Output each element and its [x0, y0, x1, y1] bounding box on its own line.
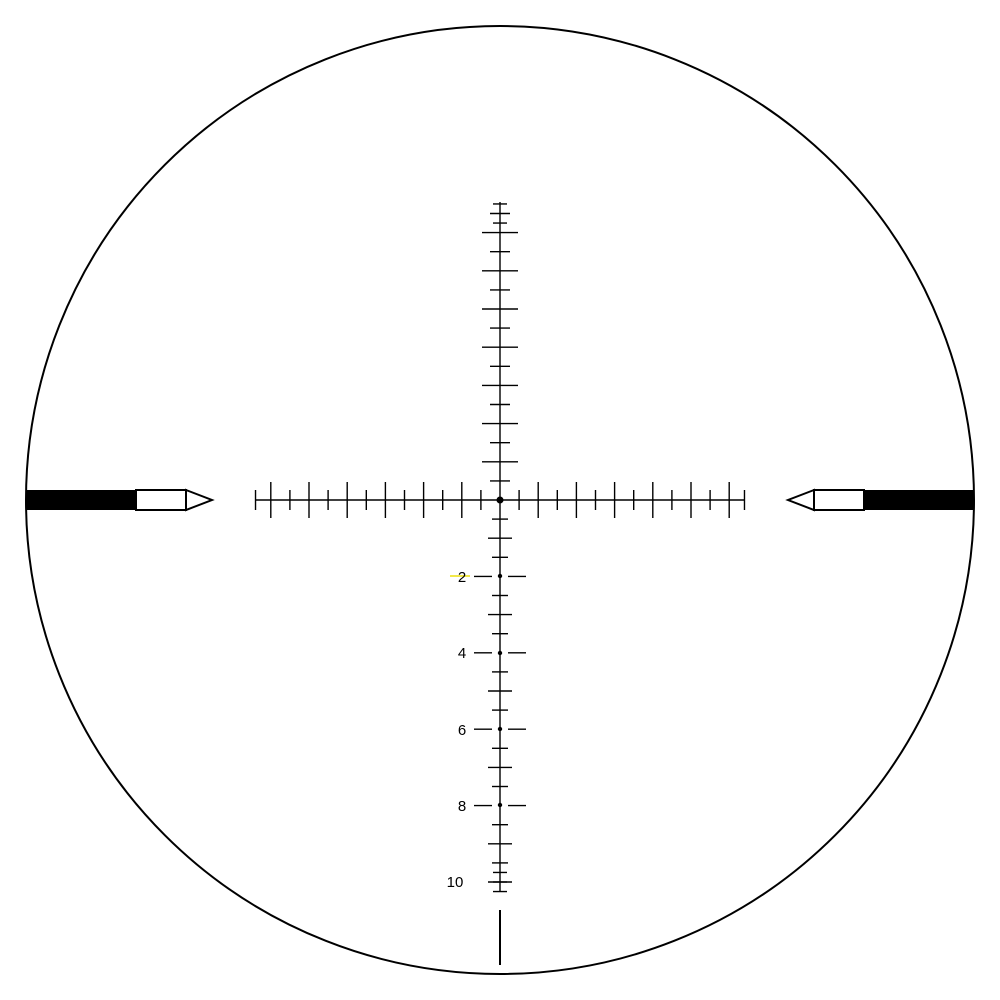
right-bar-tip [788, 490, 814, 510]
holdover-label-4: 4 [458, 645, 466, 662]
left-bar-filled [26, 490, 136, 510]
reticle-diagram: 2 4 6 8 10 [0, 0, 1000, 1000]
right-bar-open [814, 490, 864, 510]
holdover-label-8: 8 [458, 798, 466, 815]
right-bar-filled [864, 490, 974, 510]
holdover-dot-1 [498, 574, 502, 578]
holdover-dot-3 [498, 727, 502, 731]
holdover-label-2: 2 [458, 569, 466, 586]
center-dot [497, 497, 504, 504]
holdover-dot-4 [498, 803, 502, 807]
holdover-label-6: 6 [458, 722, 466, 739]
left-bar-tip [186, 490, 212, 510]
holdover-label-10: 10 [447, 874, 464, 891]
left-bar-open [136, 490, 186, 510]
holdover-dot-2 [498, 651, 502, 655]
